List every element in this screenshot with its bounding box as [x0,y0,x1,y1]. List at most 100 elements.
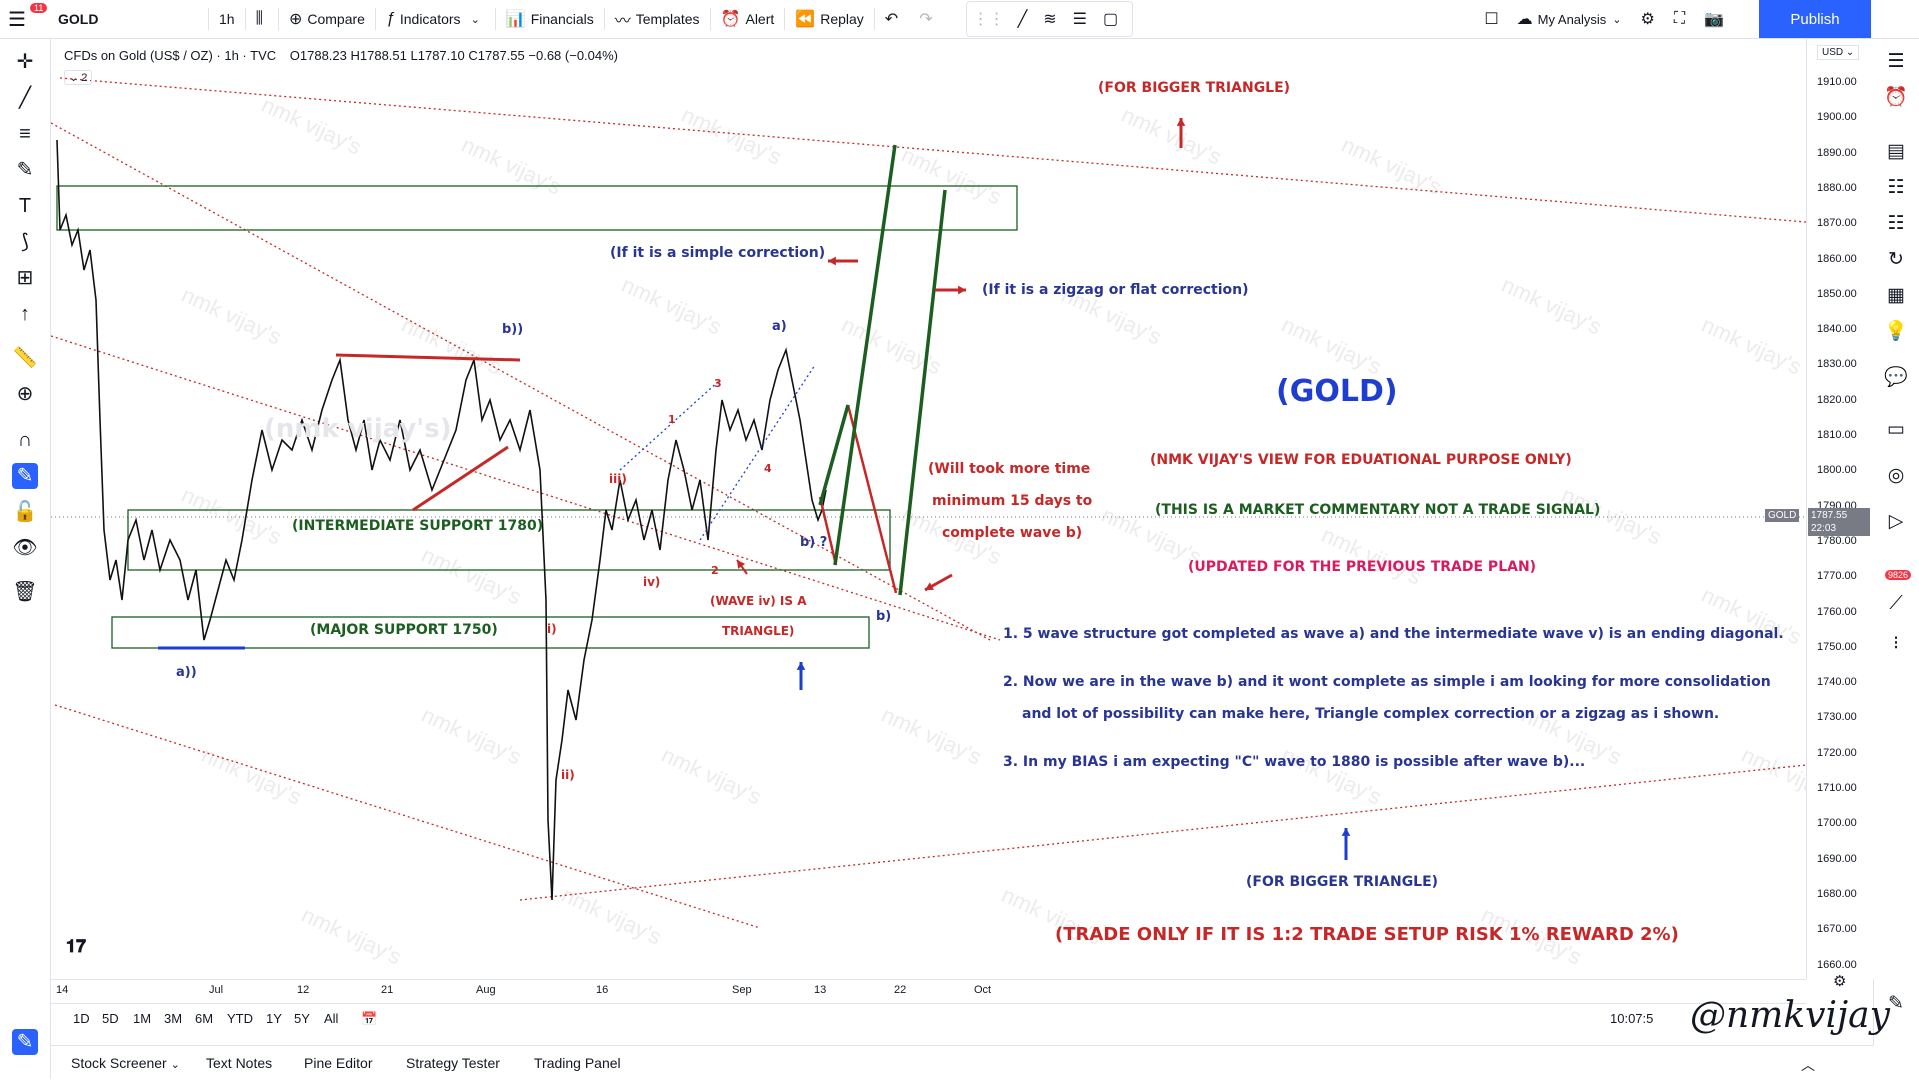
divider [784,8,786,30]
chart-pane[interactable]: nmk vijay's nmk vijay's nmk vijay's nmk vij… [51,39,1806,979]
redo-button[interactable]: ↷ [911,0,945,38]
range-button-3m[interactable]: 3M [164,1011,183,1026]
calendar-icon[interactable]: ▦ [1887,285,1905,306]
text-icon[interactable]: T [18,195,32,217]
chart-type-button[interactable]: ⫼ [248,0,276,38]
annotation-updated: (UPDATED FOR THE PREVIOUS TRADE PLAN) [1188,559,1537,575]
object-tree-icon[interactable]: ✎ [12,1029,38,1055]
prediction-icon[interactable]: ⊞ [16,267,34,289]
layout-icon[interactable]: ☐ [1484,11,1499,28]
pulse-icon[interactable]: ⟋ [1889,593,1903,614]
financials-button[interactable]: 📊 Financials [498,0,602,38]
layout-name[interactable]: My Analysis [1537,11,1607,27]
news-icon[interactable]: ▤ [1887,141,1905,162]
watchlist-icon[interactable]: ☰ [1887,51,1905,72]
brush-icon[interactable]: ✎ [16,159,34,181]
lines-icon[interactable]: ☰ [1072,11,1087,28]
bar-countdown: 22:03 [1811,523,1837,534]
tab-trading-panel[interactable]: Trading Panel [534,1055,621,1071]
undo-button[interactable]: ↶ [877,0,911,38]
arrow-wave-iv-head [737,560,746,569]
ruler-icon[interactable]: 📏 [12,347,38,369]
fib-icon[interactable]: ≋ [1043,11,1057,28]
channel-upper-line [51,122,991,641]
interval-button[interactable]: 1h [219,11,235,27]
range-button-5y[interactable]: 5Y [294,1011,310,1026]
drawing-mode-icon[interactable]: ✎ [12,463,38,489]
play-icon[interactable]: ▷ [1888,511,1904,532]
chat-icon[interactable]: 💬 [1884,367,1908,388]
templates-button[interactable]: 〰 Templates [607,0,708,38]
time-axis[interactable]: 14 Jul 12 21 Aug 16 Sep 13 22 Oct [51,979,1806,1002]
legend-title[interactable]: CFDs on Gold (US$ / OZ) · 1h · TVC [64,48,277,63]
trend-line-icon[interactable]: ╱ [1017,11,1028,28]
tab-pine-editor[interactable]: Pine Editor [304,1055,373,1071]
undo-icon: ↶ [884,11,899,28]
chevron-up-icon[interactable]: ︿ [1801,1057,1815,1073]
watermark-text: nmk vijay's [1278,742,1385,810]
replay-label: Replay [820,11,864,27]
eye-icon[interactable]: 👁 [12,537,38,559]
fullscreen-icon[interactable]: ⛶ [1673,10,1686,27]
time-label: Jul [209,984,224,996]
range-button-1m[interactable]: 1M [133,1011,152,1026]
lock-icon[interactable]: 🔓 [12,501,38,523]
notification-badge: 9826 [1885,570,1912,580]
tradingview-logo[interactable]: 𝟏𝟕 [66,936,87,957]
pattern-icon[interactable]: ⟆ [21,231,29,253]
annotation-wave-iv-2: TRIANGLE) [722,624,795,638]
wave-label-4: 4 [764,462,772,475]
history-icon[interactable]: ↻ [1888,249,1904,270]
alarm-clock-icon[interactable]: ⏰ [1884,87,1908,108]
tab-text-notes[interactable]: Text Notes [206,1055,273,1071]
alert-button[interactable]: ⏰ Alert [713,0,783,38]
tab-strategy-tester[interactable]: Strategy Tester [406,1055,500,1071]
divider [244,8,246,30]
chevron-down-icon[interactable]: ⌄ [1612,13,1622,26]
legend-collapse-button[interactable]: ⌄ 2 [64,70,93,85]
range-button-ytd[interactable]: YTD [227,1011,253,1026]
menu-button[interactable]: ☰ 11 [0,0,50,38]
camera-icon[interactable]: 📷 [1704,11,1724,28]
zoom-icon[interactable]: ⊕ [16,383,34,405]
hotlist-icon[interactable]: ☷ [1887,213,1905,234]
axis-settings-icon[interactable]: ⚙ [1833,973,1847,990]
range-button-1d[interactable]: 1D [73,1011,90,1026]
divider [709,8,711,30]
podcast-icon[interactable]: ◎ [1887,465,1905,486]
arrow-up-icon[interactable]: ↑ [20,303,30,325]
range-button-6m[interactable]: 6M [195,1011,214,1026]
price-series [56,139,827,901]
crosshair-icon[interactable]: ✛ [16,51,34,73]
watermark-text: nmk vijay's [298,902,405,970]
symbol-search-button[interactable]: GOLD [58,11,99,27]
horizontal-lines-icon[interactable]: ≡ [19,123,31,145]
rectangle-icon[interactable]: ▢ [1103,11,1119,28]
currency-button[interactable]: USD ⌄ [1817,45,1860,60]
data-window-icon[interactable]: ☷ [1887,177,1905,198]
range-button-5d[interactable]: 5D [102,1011,119,1026]
streams-icon[interactable]: ▭ [1887,419,1905,440]
price-label: 1860.00 [1817,252,1857,265]
clock-time[interactable]: 10:07:5 [1610,1011,1654,1026]
gear-icon[interactable]: ⚙ [1640,11,1655,28]
replay-button[interactable]: ⏪ Replay [787,0,872,38]
date-range-icon[interactable]: 📅 [361,1011,378,1026]
pencil-icon[interactable]: ✎ [1888,993,1904,1014]
tab-stock-screener[interactable]: Stock Screener ⌄ [71,1055,180,1071]
range-button-all[interactable]: All [324,1011,339,1026]
watermark-text: nmk vijay's [558,882,665,950]
ideas-icon[interactable]: 💡 [1884,321,1908,342]
trend-line-icon[interactable]: ╱ [18,87,32,109]
more-icon[interactable]: ⁝ [1892,633,1900,654]
drag-handle-icon[interactable]: ⋮⋮ [972,11,1005,28]
publish-button[interactable]: Publish [1759,0,1871,38]
chevron-down-icon: ⌄ [470,13,480,26]
price-label: 1720.00 [1817,746,1857,759]
compare-button[interactable]: ⊕ Compare [281,0,373,38]
magnet-icon[interactable]: ∩ [17,429,33,451]
indicators-button[interactable]: ƒ Indicators ⌄ [378,0,493,38]
price-axis[interactable]: USD ⌄ 1910.00 1900.00 1890.00 1880.00 1870.0… [1765,39,1875,990]
range-button-1y[interactable]: 1Y [266,1011,282,1026]
trash-icon[interactable]: 🗑 [12,581,38,603]
